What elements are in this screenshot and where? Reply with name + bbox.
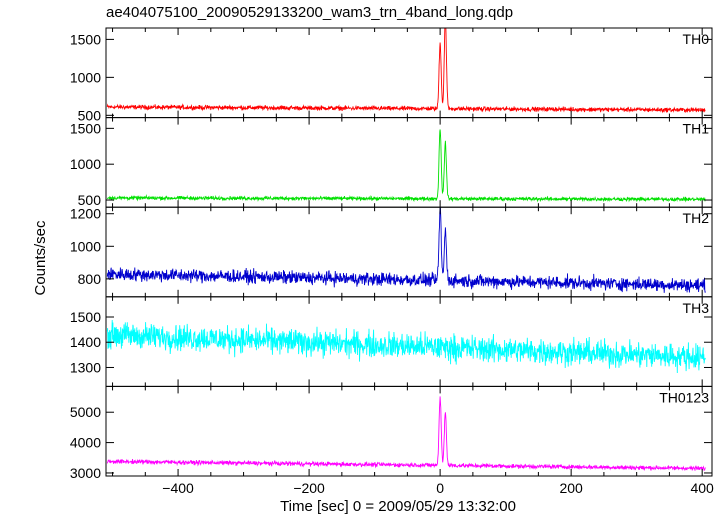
y-tick-label: 1200 — [70, 206, 101, 222]
panels-group: 500 1000 1500 TH0 500 1000 1500 TH1 800 1000 1200 T… — [70, 27, 713, 481]
panel-th3: 1300 1400 1500 TH3 — [70, 296, 713, 387]
x-axis-label: Time [sec] 0 = 2009/05/29 13:32:00 — [280, 498, 516, 515]
y-tick-label: 1500 — [70, 31, 101, 47]
panel-label-th2: TH2 — [683, 210, 710, 226]
y-tick-label: 1000 — [70, 69, 101, 85]
x-tick-label: 200 — [559, 480, 583, 496]
y-tick-label: 1300 — [70, 359, 101, 375]
series-line-th0 — [106, 28, 706, 114]
panel-th0: 500 1000 1500 TH0 — [70, 27, 713, 123]
x-tick-label: −400 — [162, 480, 194, 496]
series-line-th2 — [106, 207, 706, 293]
chart-title: ae404075100_20090529133200_wam3_trn_4ban… — [106, 4, 514, 21]
panel-frame — [105, 117, 713, 208]
panel-frame — [105, 27, 713, 119]
y-tick-label: 1000 — [70, 238, 101, 254]
panel-label-th1: TH1 — [683, 121, 710, 137]
panel-th0123: 3000 4000 5000 TH0123 — [70, 385, 713, 481]
y-tick-label: 500 — [78, 107, 102, 123]
x-tick-label: 400 — [690, 480, 714, 496]
panel-frame — [105, 385, 713, 477]
panel-label-th0: TH0 — [683, 31, 710, 47]
series-line-th3 — [106, 319, 706, 374]
y-tick-label: 1500 — [70, 309, 101, 325]
panel-label-th0123: TH0123 — [659, 389, 709, 405]
y-tick-label: 3000 — [70, 465, 101, 481]
series-line-th1 — [106, 129, 706, 203]
panel-label-th3: TH3 — [683, 300, 710, 316]
y-tick-label: 4000 — [70, 435, 101, 451]
panel-frame — [105, 206, 713, 298]
series-line-th0123 — [106, 396, 706, 472]
x-tick-label: −200 — [293, 480, 325, 496]
y-tick-label: 800 — [78, 271, 102, 287]
y-tick-label: 5000 — [70, 404, 101, 420]
panel-th2: 800 1000 1200 TH2 — [70, 206, 713, 298]
x-tick-label: 0 — [436, 480, 444, 496]
panel-th1: 500 1000 1500 TH1 — [70, 117, 713, 208]
y-axis-label: Counts/sec — [32, 220, 49, 296]
x-axis-group: −400 −200 0 200 400 — [162, 480, 714, 496]
y-tick-label: 1000 — [70, 156, 101, 172]
y-tick-label: 500 — [78, 192, 102, 208]
y-tick-label: 1400 — [70, 334, 101, 350]
y-tick-label: 1500 — [70, 120, 101, 136]
